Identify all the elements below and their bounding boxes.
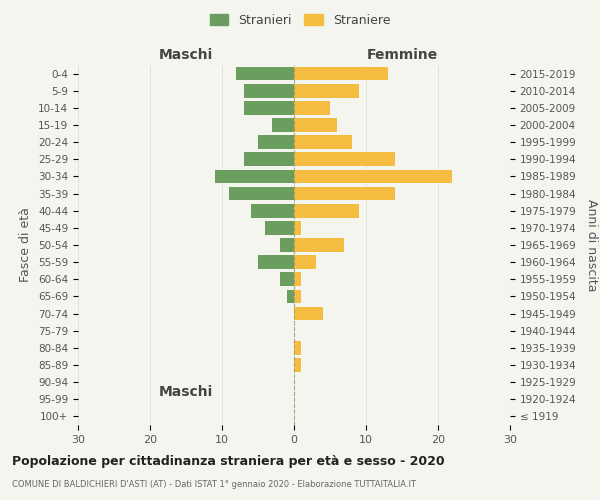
Text: Maschi: Maschi [159, 384, 213, 398]
Bar [294, 221, 301, 234]
Bar [294, 170, 452, 183]
Bar [294, 272, 301, 286]
Text: Popolazione per cittadinanza straniera per età e sesso - 2020: Popolazione per cittadinanza straniera p… [12, 455, 445, 468]
Bar [294, 152, 395, 166]
Bar [244, 101, 294, 114]
Bar [229, 186, 294, 200]
Text: Maschi: Maschi [159, 48, 213, 62]
Bar [294, 101, 330, 114]
Bar [287, 290, 294, 304]
Bar [294, 358, 301, 372]
Bar [244, 84, 294, 98]
Legend: Stranieri, Straniere: Stranieri, Straniere [207, 11, 393, 29]
Bar [294, 118, 337, 132]
Y-axis label: Anni di nascita: Anni di nascita [585, 198, 598, 291]
Bar [294, 238, 344, 252]
Bar [294, 84, 359, 98]
Bar [258, 256, 294, 269]
Bar [272, 118, 294, 132]
Bar [294, 306, 323, 320]
Bar [280, 238, 294, 252]
Bar [294, 186, 395, 200]
Bar [294, 290, 301, 304]
Bar [215, 170, 294, 183]
Bar [294, 136, 352, 149]
Text: COMUNE DI BALDICHIERI D'ASTI (AT) - Dati ISTAT 1° gennaio 2020 - Elaborazione TU: COMUNE DI BALDICHIERI D'ASTI (AT) - Dati… [12, 480, 416, 489]
Bar [294, 66, 388, 80]
Bar [280, 272, 294, 286]
Text: Femmine: Femmine [367, 48, 437, 62]
Y-axis label: Fasce di età: Fasce di età [19, 208, 32, 282]
Bar [294, 256, 316, 269]
Bar [294, 204, 359, 218]
Bar [236, 66, 294, 80]
Bar [251, 204, 294, 218]
Bar [294, 341, 301, 354]
Bar [258, 136, 294, 149]
Bar [265, 221, 294, 234]
Bar [244, 152, 294, 166]
